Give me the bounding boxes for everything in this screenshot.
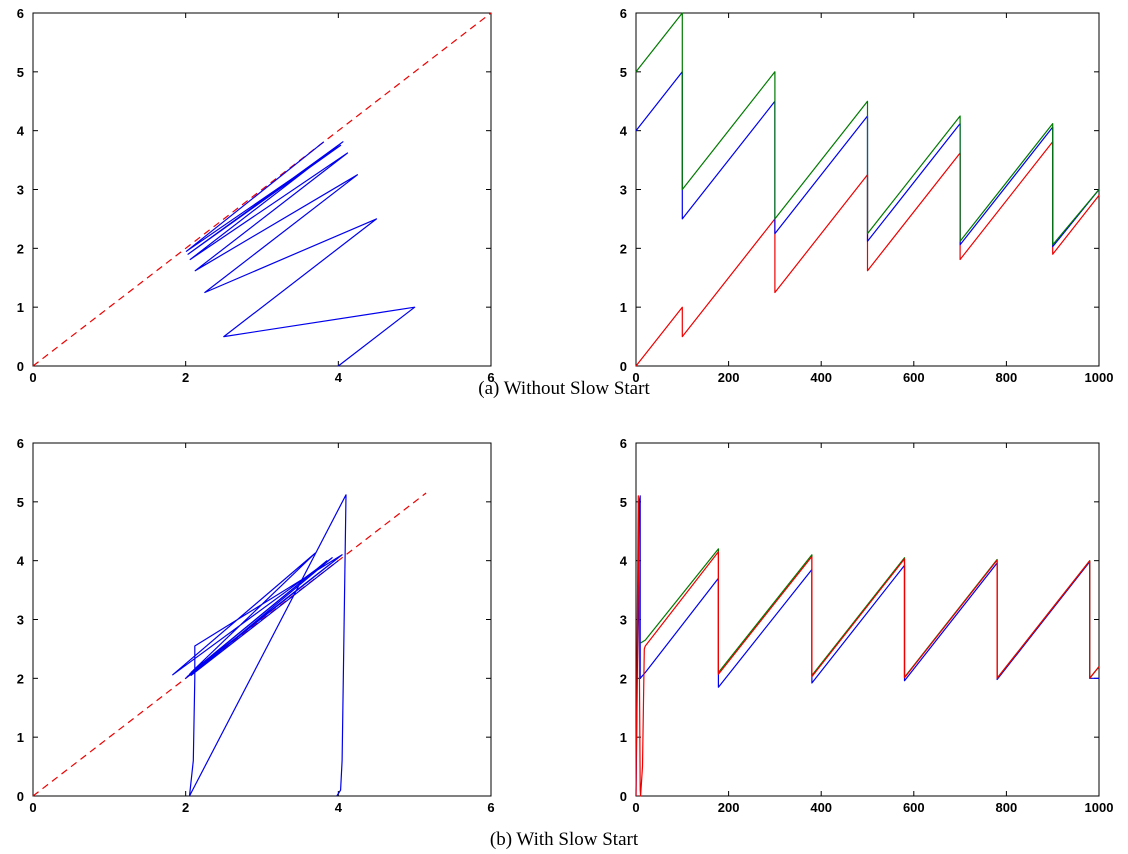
plot-frame bbox=[635, 442, 1100, 797]
series-line-1 bbox=[32, 12, 492, 367]
caption-a: (a) Without Slow Start bbox=[478, 378, 650, 399]
y-tick-label: 1 bbox=[620, 730, 627, 745]
x-tick-label: 4 bbox=[335, 370, 343, 385]
caption-b: (b) With Slow Start bbox=[489, 829, 639, 850]
x-tick-label: 200 bbox=[718, 800, 740, 815]
y-tick-label: 3 bbox=[17, 613, 24, 628]
x-tick-label: 6 bbox=[487, 370, 494, 385]
chart-panel-1: 0 2 4 6 0 1 2 3 4 5 6 bbox=[17, 6, 495, 385]
x-tick-label: 800 bbox=[996, 800, 1018, 815]
y-tick-label: 5 bbox=[17, 495, 24, 510]
series-line-1 bbox=[32, 492, 427, 797]
y-tick-label: 4 bbox=[17, 124, 25, 139]
x-tick-label: 400 bbox=[810, 370, 832, 385]
chart-panel-4: 0 200 400 600 800 1000 0 1 2 3 4 5 6 bbox=[620, 436, 1114, 815]
x-tick-label: 0 bbox=[632, 370, 639, 385]
y-tick-label: 4 bbox=[17, 554, 25, 569]
series-line-2 bbox=[640, 548, 1100, 679]
y-tick-label: 5 bbox=[620, 65, 627, 80]
y-tick-label: 1 bbox=[620, 300, 627, 315]
x-tick-label: 0 bbox=[632, 800, 639, 815]
x-tick-label: 0 bbox=[29, 800, 36, 815]
x-tick-label: 4 bbox=[335, 800, 343, 815]
chart-panel-2: 0 200 400 600 800 1000 0 1 2 3 4 5 6 bbox=[620, 6, 1114, 385]
x-tick-label: 0 bbox=[29, 370, 36, 385]
y-tick-label: 0 bbox=[620, 789, 627, 804]
x-tick-label: 400 bbox=[810, 800, 832, 815]
series-line-2 bbox=[172, 494, 347, 797]
series-line-3 bbox=[635, 12, 1100, 246]
y-tick-label: 6 bbox=[620, 6, 627, 21]
y-tick-label: 5 bbox=[620, 495, 627, 510]
y-tick-label: 0 bbox=[17, 789, 24, 804]
y-tick-label: 6 bbox=[17, 6, 24, 21]
series-line-1 bbox=[635, 495, 1099, 797]
y-tick-label: 6 bbox=[17, 436, 24, 451]
y-tick-label: 4 bbox=[620, 554, 628, 569]
x-tick-label: 1000 bbox=[1085, 370, 1114, 385]
y-tick-label: 2 bbox=[17, 241, 24, 256]
x-tick-label: 600 bbox=[903, 800, 925, 815]
y-tick-label: 4 bbox=[620, 124, 628, 139]
y-tick-label: 2 bbox=[620, 241, 627, 256]
y-tick-label: 6 bbox=[620, 436, 627, 451]
y-tick-label: 3 bbox=[620, 183, 627, 198]
x-tick-label: 200 bbox=[718, 370, 740, 385]
y-tick-label: 0 bbox=[17, 359, 24, 374]
y-tick-label: 2 bbox=[620, 671, 627, 686]
y-tick-label: 0 bbox=[620, 359, 627, 374]
x-tick-label: 1000 bbox=[1085, 800, 1114, 815]
series-line-2 bbox=[185, 141, 416, 367]
x-tick-label: 6 bbox=[487, 800, 494, 815]
y-tick-label: 3 bbox=[17, 183, 24, 198]
x-tick-label: 800 bbox=[996, 370, 1018, 385]
x-tick-label: 2 bbox=[182, 800, 189, 815]
x-tick-label: 2 bbox=[182, 370, 189, 385]
chart-panel-3: 0 2 4 6 0 1 2 3 4 5 6 bbox=[17, 436, 495, 815]
y-tick-label: 1 bbox=[17, 300, 24, 315]
y-tick-label: 2 bbox=[17, 671, 24, 686]
y-tick-label: 3 bbox=[620, 613, 627, 628]
y-tick-label: 5 bbox=[17, 65, 24, 80]
series-line-3 bbox=[635, 495, 1100, 797]
y-tick-label: 1 bbox=[17, 730, 24, 745]
x-tick-label: 600 bbox=[903, 370, 925, 385]
